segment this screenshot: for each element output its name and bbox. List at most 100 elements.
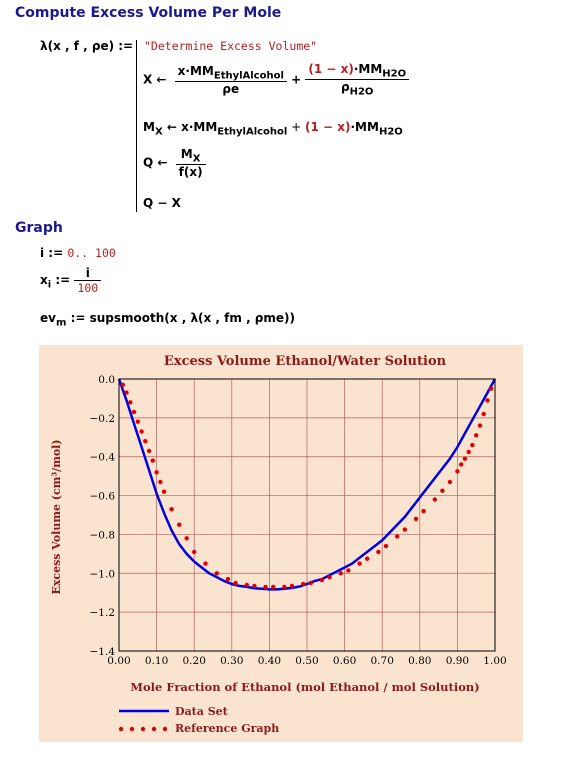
reference-point (402, 527, 407, 532)
reference-point (143, 439, 148, 444)
reference-point (225, 576, 231, 582)
legend-reference-dot (129, 726, 135, 732)
ev-lhs: ev (40, 311, 56, 325)
legend-reference-dot (162, 726, 168, 732)
range-definition[interactable]: i := 0.. 100 (40, 246, 116, 260)
x-tick-label: 0.30 (220, 655, 243, 667)
program-comment[interactable]: "Determine Excess Volume" (144, 39, 318, 53)
y-tick-label: −0.4 (90, 452, 116, 464)
reference-point (459, 462, 464, 467)
x-tick-label: 0.50 (295, 655, 318, 667)
reference-point (158, 479, 163, 485)
x-num2-a: (1 − x) (308, 62, 354, 76)
legend: Data Set Reference Graph (118, 705, 279, 735)
legend-reference-dot (151, 726, 157, 732)
legend-reference-dot (118, 726, 124, 732)
chart-title: Excess Volume Ethanol/Water Solution (164, 354, 447, 369)
x-def-num: i (74, 266, 102, 281)
reference-point (421, 508, 426, 514)
reference-point (161, 489, 167, 494)
function-definition-lhs[interactable]: λ(x , f , ρe) := (40, 39, 134, 53)
reference-point (244, 582, 249, 588)
q-den: f(x) (178, 165, 203, 180)
reference-point (214, 571, 219, 576)
legend-reference-label: Reference Graph (175, 722, 279, 735)
x-tick-label: 0.20 (183, 655, 206, 667)
legend-data-set-label: Data Set (175, 705, 229, 718)
y-tick-label: 0.0 (98, 374, 115, 386)
program-line-q[interactable]: Q ← MX f(x) (143, 147, 206, 179)
q-num-sub: X (192, 153, 201, 165)
chart-ticks: 0.00 0.10 0.20 0.30 0.40 0.50 0.60 0.70 0.80 0.90… (90, 374, 507, 667)
q-lhs: Q ← (143, 155, 168, 170)
ev-rhs: := supsmooth(x , λ(x , fm , ρme)) (70, 311, 296, 325)
ev-sub: m (55, 317, 67, 329)
reference-point (263, 584, 268, 590)
program-line-mx[interactable]: MX ← x·MMEthylAlcohol + (1 − x)·MMH2O (143, 120, 403, 137)
reference-point (365, 556, 370, 561)
y-axis-label: Excess Volume (cm³/mol) (50, 439, 63, 594)
legend-reference-dot (140, 726, 146, 732)
x-den2: ρ (341, 80, 350, 95)
reference-point (395, 534, 400, 539)
x-tick-label: 0.00 (107, 655, 130, 667)
reference-point (124, 390, 129, 395)
chart-grid (118, 378, 496, 652)
mx-sub2: H2O (378, 126, 403, 138)
reference-point (357, 561, 362, 566)
reference-point (447, 479, 453, 485)
y-tick-label: −0.6 (90, 491, 116, 503)
reference-point (319, 577, 325, 583)
y-tick-label: −1.0 (90, 568, 116, 580)
x-tick-label: 1.00 (483, 655, 506, 667)
reference-point (308, 580, 313, 586)
x-tick-label: 0.70 (371, 655, 394, 667)
x-definition[interactable]: xi := i 100 (40, 266, 102, 295)
reference-point (338, 571, 343, 576)
mx-term2-b: ·MM (350, 120, 379, 134)
ev-definition[interactable]: evm := supsmooth(x , λ(x , fm , ρme)) (40, 311, 295, 328)
excess-volume-plot[interactable]: Excess Volume Ethanol/Water Solution 0.0… (39, 345, 523, 742)
compute-heading: Compute Excess Volume Per Mole (15, 5, 282, 21)
x-tick-label: 0.40 (258, 655, 281, 667)
program-return[interactable]: Q − X (143, 196, 181, 210)
x-tick-label: 0.60 (333, 655, 356, 667)
reference-point (383, 543, 389, 549)
reference-point (146, 448, 152, 454)
chart-svg: Excess Volume Ethanol/Water Solution 0.0… (50, 354, 507, 735)
reference-point (177, 522, 182, 527)
x-tick-label: 0.80 (408, 655, 431, 667)
y-tick-label: −0.2 (90, 413, 116, 425)
reference-point (477, 423, 483, 428)
y-tick-label: −0.8 (90, 529, 116, 541)
program-bracket (136, 40, 137, 212)
range-value: 0.. 100 (67, 246, 116, 260)
reference-point (192, 549, 197, 555)
x-num2-b: ·MM (353, 62, 383, 76)
reference-point (203, 561, 208, 566)
mx-lhs-sub: X (154, 126, 163, 138)
reference-point (252, 583, 257, 589)
data-set-line (117, 378, 497, 591)
mx-arrow-term: ← x·MM (166, 120, 218, 134)
x-axis-label: Mole Fraction of Ethanol (mol Ethanol / … (130, 680, 479, 694)
reference-point (282, 584, 287, 590)
x-tick-label: 0.10 (145, 655, 168, 667)
reference-point (455, 469, 460, 474)
reference-point (289, 583, 295, 589)
x-tick-label: 0.90 (446, 655, 469, 667)
reference-point (474, 433, 479, 438)
mx-plus: + (287, 120, 306, 134)
mx-lhs: M (143, 120, 155, 134)
reference-point (150, 458, 155, 463)
reference-point (462, 456, 468, 461)
x-def-sub: i (47, 279, 52, 291)
x-plus: + (291, 72, 302, 87)
x-den1: ρe (222, 82, 240, 97)
reference-point (154, 470, 159, 475)
x-def-assign: := (55, 273, 71, 287)
range-lhs: i := (40, 246, 64, 260)
program-line-x[interactable]: X ← x·MMEthylAlcohol ρe + (1 − x)·MMH2O … (143, 62, 410, 98)
x-def-lhs: x (40, 273, 48, 287)
reference-point (440, 488, 445, 493)
